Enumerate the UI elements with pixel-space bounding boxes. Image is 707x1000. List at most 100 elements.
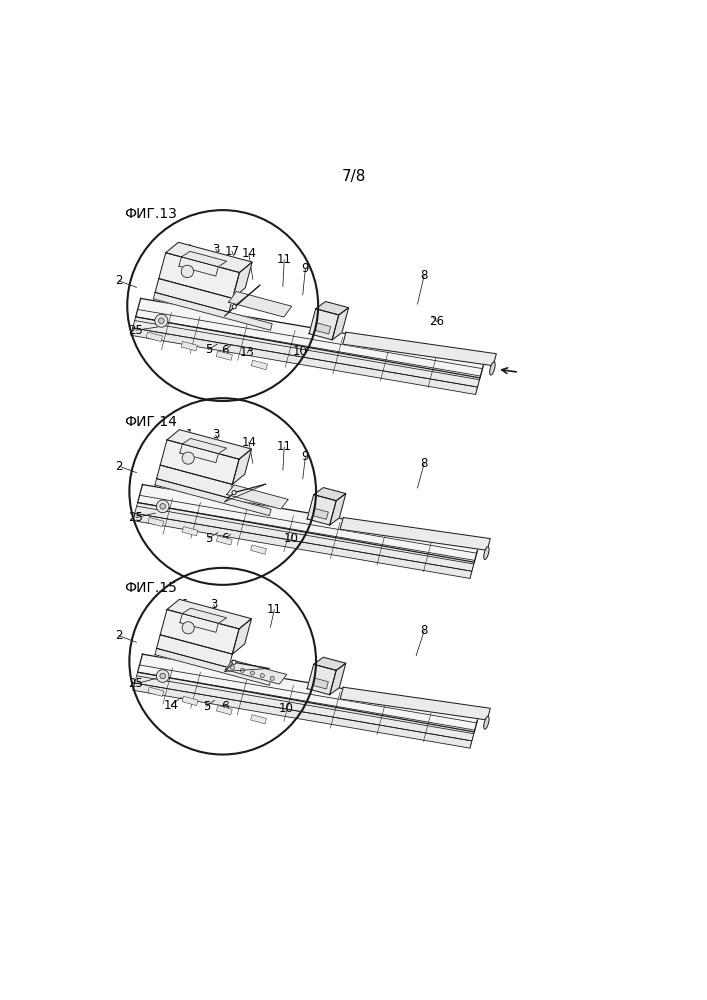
Text: 14: 14 (163, 699, 179, 712)
Polygon shape (307, 664, 337, 695)
Polygon shape (340, 518, 490, 550)
Polygon shape (131, 328, 477, 394)
Polygon shape (156, 635, 233, 668)
Bar (182, 527, 198, 536)
Polygon shape (226, 660, 287, 684)
Text: 12: 12 (325, 338, 340, 351)
Polygon shape (136, 298, 486, 378)
Bar (216, 705, 232, 715)
Ellipse shape (484, 547, 489, 559)
Circle shape (232, 491, 236, 495)
Text: 1: 1 (182, 598, 189, 611)
Text: 6: 6 (221, 344, 228, 357)
Polygon shape (228, 291, 292, 317)
Polygon shape (167, 430, 252, 459)
Text: 10: 10 (284, 532, 299, 545)
Polygon shape (309, 309, 339, 340)
Text: 5: 5 (203, 700, 210, 713)
Text: 2: 2 (115, 274, 122, 287)
Polygon shape (180, 444, 218, 463)
Text: 9: 9 (302, 450, 309, 463)
Polygon shape (233, 449, 252, 484)
Bar (148, 517, 164, 527)
Polygon shape (332, 308, 349, 340)
Bar (216, 351, 233, 360)
Circle shape (230, 666, 235, 670)
Text: 11: 11 (276, 253, 292, 266)
Polygon shape (165, 242, 252, 273)
Bar (146, 332, 163, 342)
Text: 5: 5 (205, 343, 212, 356)
Circle shape (160, 504, 165, 509)
Polygon shape (313, 508, 328, 519)
Circle shape (156, 500, 169, 513)
Text: 12: 12 (316, 690, 332, 703)
Text: 2: 2 (115, 629, 122, 642)
Polygon shape (315, 323, 331, 334)
Text: 2: 2 (115, 460, 122, 473)
Polygon shape (138, 654, 479, 732)
Text: 8: 8 (421, 457, 428, 470)
Polygon shape (313, 678, 328, 689)
Bar (182, 696, 198, 706)
Circle shape (270, 676, 274, 680)
Text: 26: 26 (429, 315, 445, 328)
Bar (148, 687, 164, 696)
Text: 14: 14 (241, 436, 257, 449)
Circle shape (250, 671, 255, 675)
Text: 11: 11 (276, 440, 292, 453)
Text: 25: 25 (128, 324, 144, 337)
Circle shape (182, 452, 194, 464)
Bar (250, 715, 267, 724)
Text: ФИГ.15: ФИГ.15 (124, 581, 177, 595)
Polygon shape (182, 608, 227, 623)
Polygon shape (314, 488, 346, 501)
Circle shape (182, 622, 194, 634)
Text: 3: 3 (212, 428, 219, 441)
Polygon shape (182, 438, 227, 454)
Polygon shape (160, 440, 239, 484)
Text: 17: 17 (224, 245, 240, 258)
Text: 7: 7 (318, 338, 325, 351)
Polygon shape (227, 485, 288, 509)
Text: 10: 10 (279, 702, 294, 715)
Circle shape (158, 318, 164, 324)
Text: 25: 25 (128, 677, 144, 690)
Polygon shape (233, 262, 252, 298)
Circle shape (240, 668, 245, 672)
Bar (181, 341, 197, 351)
Text: 8: 8 (421, 269, 428, 282)
Polygon shape (233, 619, 252, 654)
Text: 12: 12 (319, 523, 334, 536)
Polygon shape (159, 253, 240, 298)
Polygon shape (135, 672, 475, 741)
Polygon shape (179, 257, 218, 276)
Text: 25: 25 (128, 511, 144, 524)
Polygon shape (155, 648, 271, 685)
Polygon shape (329, 494, 346, 525)
Circle shape (232, 660, 236, 664)
Polygon shape (307, 495, 337, 525)
Circle shape (155, 314, 168, 327)
Polygon shape (343, 332, 496, 366)
Circle shape (156, 670, 169, 682)
Text: 10: 10 (293, 345, 308, 358)
Text: 13: 13 (240, 346, 255, 359)
Text: ФИГ.13: ФИГ.13 (124, 207, 177, 221)
Polygon shape (167, 599, 252, 629)
Text: 3: 3 (212, 243, 219, 256)
Text: 8: 8 (421, 624, 428, 637)
Circle shape (260, 674, 264, 678)
Bar (250, 545, 267, 554)
Polygon shape (329, 663, 346, 695)
Polygon shape (138, 485, 479, 562)
Polygon shape (180, 614, 218, 632)
Text: 14: 14 (241, 247, 257, 260)
Circle shape (181, 265, 194, 278)
Polygon shape (133, 683, 472, 748)
Text: 7: 7 (313, 525, 320, 538)
Polygon shape (133, 513, 472, 578)
Text: 1: 1 (186, 428, 193, 441)
Bar (251, 360, 267, 370)
Text: 5: 5 (205, 532, 212, 545)
